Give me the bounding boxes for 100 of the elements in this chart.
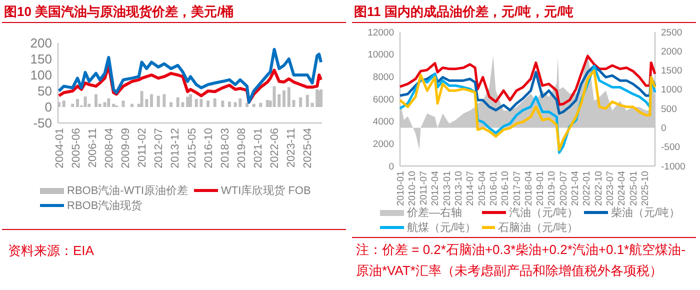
x-tick-label: 2019-08	[236, 128, 248, 168]
bar	[112, 104, 116, 107]
bar	[186, 96, 190, 107]
x-tick-label: 2025-01	[628, 171, 640, 206]
y-tick-label: 0	[44, 100, 52, 115]
bar	[156, 96, 160, 107]
legend-label: 汽油（元/吨）	[508, 206, 578, 220]
bar	[188, 94, 192, 107]
x-tick-label: 2009-09	[120, 128, 132, 168]
x-tick-label: 2013-12	[170, 128, 182, 168]
x-tick-label: 2023-11	[286, 128, 298, 168]
x-tick-label: 2011-07	[418, 171, 430, 206]
x-tick-label: 2015-05	[186, 128, 198, 168]
x-tick-label: 2011-02	[136, 128, 149, 168]
x-tick-label: 2016-10	[500, 171, 512, 206]
y2-tick-label: 1500	[661, 66, 682, 77]
bar	[130, 104, 134, 107]
y-tick-label: 6000	[372, 94, 394, 106]
bar	[213, 98, 216, 107]
bar	[84, 96, 87, 107]
bar	[252, 104, 256, 107]
x-tick-label: 2022-06	[269, 128, 282, 168]
legend-label: 航煤（元/吨）	[406, 220, 476, 235]
bar	[162, 94, 166, 107]
y2-tick-label: 2500	[661, 27, 682, 38]
y2-tick-label: 2000	[661, 46, 682, 58]
line-series	[57, 48, 323, 104]
x-tick-label: 2021-01	[252, 128, 265, 168]
x-tick-label: 2010-10	[406, 171, 418, 206]
y2-tick-label: 500	[661, 104, 677, 115]
x-tick-label: 2023-07	[604, 171, 616, 206]
legend-label: 价差—右轴	[407, 206, 462, 220]
x-tick-label: 2010-01	[395, 171, 406, 206]
bar	[71, 104, 74, 107]
x-tick-label: 2022-01	[582, 171, 593, 206]
y-tick-label: 12000	[368, 27, 394, 38]
bar	[206, 100, 210, 107]
x-tick-label: 2019-01	[535, 171, 546, 206]
bar	[245, 102, 248, 107]
x-tick-label: 2005-06	[70, 128, 82, 168]
bar	[306, 94, 309, 107]
line-series	[398, 54, 656, 106]
y-tick-label: 50	[38, 84, 52, 99]
bar	[150, 94, 154, 107]
y2-tick-label: -500	[661, 142, 680, 154]
x-tick-label: 2019-10	[546, 171, 558, 206]
y-tick-label: 150	[30, 52, 52, 67]
x-tick-label: 2008-04	[103, 128, 116, 168]
x-tick-label: 2020-07	[558, 171, 570, 206]
x-tick-label: 2018-03	[219, 128, 232, 168]
x-tick-label: 2013-01	[442, 171, 453, 206]
chart-title: 图10 美国汽油与原油现货价差，美元/桶	[4, 3, 234, 21]
bar	[107, 98, 110, 107]
x-tick-label: 2014-07	[465, 171, 476, 206]
x-tick-label: 2024-04	[616, 171, 628, 206]
y-tick-label: 4000	[372, 116, 394, 128]
x-tick-label: 2025-04	[302, 128, 314, 168]
x-tick-label: 2025-10	[640, 171, 651, 206]
bar	[94, 94, 98, 107]
x-tick-label: 2018-04	[523, 171, 534, 206]
x-tick-label: 2012-07	[153, 128, 166, 168]
bar	[299, 97, 302, 107]
legend-label: 石脑油（元/吨）	[498, 220, 578, 235]
bar	[266, 100, 269, 107]
bar	[76, 99, 79, 107]
bar	[62, 100, 66, 107]
x-tick-label: 2006-11	[86, 128, 99, 168]
y-tick-label: 100	[30, 68, 52, 83]
y-tick-label: 200	[30, 36, 52, 51]
x-tick-label: 2016-10	[202, 128, 215, 168]
x-tick-label: 2012-04	[430, 171, 442, 206]
x-tick-label: 2022-10	[593, 171, 604, 206]
legend-label: 柴油（元/吨）	[610, 206, 680, 220]
y-tick-label: 8000	[372, 72, 394, 83]
bar	[259, 102, 262, 107]
bar	[103, 102, 106, 107]
legend-label: WTI库欣现货 FOB	[221, 184, 311, 198]
x-tick-label: 2017-07	[512, 171, 523, 206]
y2-tick-label: 0	[661, 123, 666, 134]
x-tick-label: 2013-10	[454, 171, 465, 206]
bar	[282, 90, 286, 107]
y2-tick-label: 1000	[661, 84, 682, 96]
legend-label: RBOB汽油现货	[67, 199, 142, 213]
text: 资料来源：EIA	[8, 242, 95, 260]
y-tick-label: 2000	[372, 138, 394, 150]
chart-title: 图11 国内的成品油价差，元/吨，元/吨	[354, 3, 574, 21]
bar	[221, 100, 224, 107]
y-tick-label: 0	[388, 161, 394, 172]
x-tick-label: 2015-04	[476, 171, 488, 206]
text: 注：价差 = 0.2*石脑油+0.3*柴油+0.2*汽油+0.1*航空煤油-原油*VAT*汇率（未考虑副产品和除增值税外各项税）	[356, 241, 686, 280]
y-tick-label: -50	[33, 116, 52, 131]
legend-label: RBOB汽油-WTI原油价差	[67, 184, 188, 198]
y2-tick-label: -1000	[661, 161, 686, 172]
x-tick-label: 2016-01	[488, 171, 500, 206]
bar	[122, 100, 125, 107]
y-tick-label: 10000	[368, 50, 394, 61]
bar	[228, 102, 231, 107]
x-tick-label: 2004-01	[54, 128, 66, 168]
x-tick-label: 2021-04	[570, 171, 582, 206]
bar	[170, 102, 173, 107]
